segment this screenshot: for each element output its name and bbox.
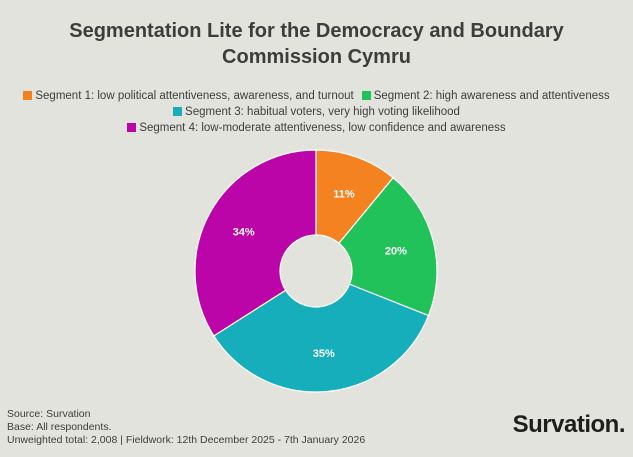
chart-legend: Segment 1: low political attentiveness, …	[0, 88, 633, 136]
legend-item-segment-2[interactable]: Segment 2: high awareness and attentiven…	[361, 89, 610, 102]
chart-title-line-2: Commission Cymru	[222, 46, 411, 68]
legend-item-segment-4[interactable]: Segment 4: low-moderate attentiveness, l…	[127, 121, 506, 134]
donut-slice-segment-1[interactable]	[315, 149, 394, 245]
donut-slice-segment-2[interactable]	[338, 176, 438, 317]
legend-swatch-segment-1	[23, 91, 33, 100]
legend-row-3: Segment 4: low-moderate attentiveness, l…	[0, 120, 633, 135]
donut-slice-segment-3[interactable]	[213, 283, 430, 393]
legend-label-segment-4: Segment 4: low-moderate attentiveness, l…	[139, 121, 506, 134]
donut-slice-segment-4[interactable]	[194, 149, 317, 337]
footer-fieldwork: Unweighted total: 2,008 | Fieldwork: 12t…	[7, 434, 366, 446]
legend-swatch-segment-3	[173, 107, 183, 116]
footer-source: Source: Survation	[7, 408, 91, 420]
survation-logo: Survation.	[512, 411, 626, 438]
legend-label-segment-1: Segment 1: low political attentiveness, …	[35, 89, 354, 102]
slice-label-segment-2: 20%	[385, 245, 407, 257]
chart-title-line-1: Segmentation Lite for the Democracy and …	[69, 20, 564, 42]
legend-item-segment-3[interactable]: Segment 3: habitual voters, very high vo…	[173, 106, 460, 118]
legend-row-1: Segment 1: low political attentiveness, …	[0, 88, 633, 103]
legend-swatch-segment-4	[127, 123, 137, 132]
legend-item-segment-1[interactable]: Segment 1: low political attentiveness, …	[23, 89, 354, 102]
chart-title: Segmentation Lite for the Democracy and …	[0, 18, 633, 70]
slice-label-segment-4: 34%	[233, 226, 255, 238]
slice-label-segment-1: 11%	[333, 188, 355, 200]
footer-base: Base: All respondents.	[7, 421, 112, 433]
legend-label-segment-3: Segment 3: habitual voters, very high vo…	[185, 105, 460, 118]
slice-label-segment-3: 35%	[313, 348, 335, 360]
chart-footer: Source: Survation Base: All respondents.…	[7, 408, 365, 447]
legend-label-segment-2: Segment 2: high awareness and attentiven…	[373, 89, 610, 102]
legend-row-2: Segment 3: habitual voters, very high vo…	[0, 104, 633, 119]
legend-swatch-segment-2	[361, 91, 371, 100]
